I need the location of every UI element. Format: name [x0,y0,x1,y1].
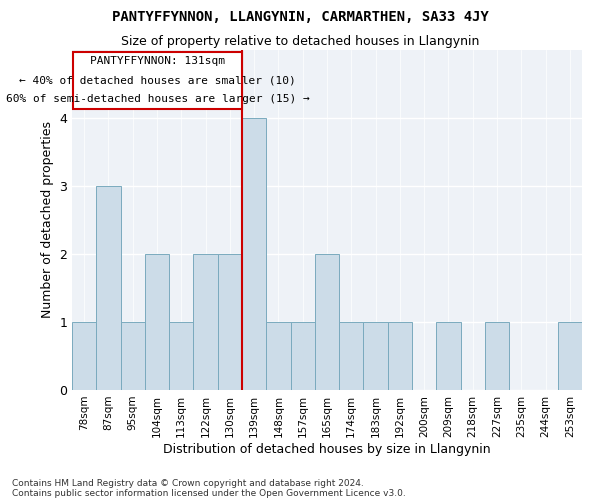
Y-axis label: Number of detached properties: Number of detached properties [41,122,53,318]
Bar [436,322,461,390]
Bar [218,254,242,390]
Bar [96,186,121,390]
Bar [485,322,509,390]
Bar [145,254,169,390]
Bar [266,322,290,390]
Text: PANTYFFYNNON: 131sqm: PANTYFFYNNON: 131sqm [90,56,225,66]
Bar [72,322,96,390]
Text: Contains public sector information licensed under the Open Government Licence v3: Contains public sector information licen… [12,488,406,498]
Text: ← 40% of detached houses are smaller (10): ← 40% of detached houses are smaller (10… [19,75,296,85]
Bar [121,322,145,390]
Bar [364,322,388,390]
Bar [169,322,193,390]
X-axis label: Distribution of detached houses by size in Llangynin: Distribution of detached houses by size … [163,442,491,456]
Text: Size of property relative to detached houses in Llangynin: Size of property relative to detached ho… [121,35,479,48]
FancyBboxPatch shape [73,52,242,109]
Bar [315,254,339,390]
Text: 60% of semi-detached houses are larger (15) →: 60% of semi-detached houses are larger (… [6,94,310,104]
Text: Contains HM Land Registry data © Crown copyright and database right 2024.: Contains HM Land Registry data © Crown c… [12,478,364,488]
Bar [242,118,266,390]
Text: PANTYFFYNNON, LLANGYNIN, CARMARTHEN, SA33 4JY: PANTYFFYNNON, LLANGYNIN, CARMARTHEN, SA3… [112,10,488,24]
Bar [388,322,412,390]
Bar [558,322,582,390]
Bar [193,254,218,390]
Bar [290,322,315,390]
Bar [339,322,364,390]
